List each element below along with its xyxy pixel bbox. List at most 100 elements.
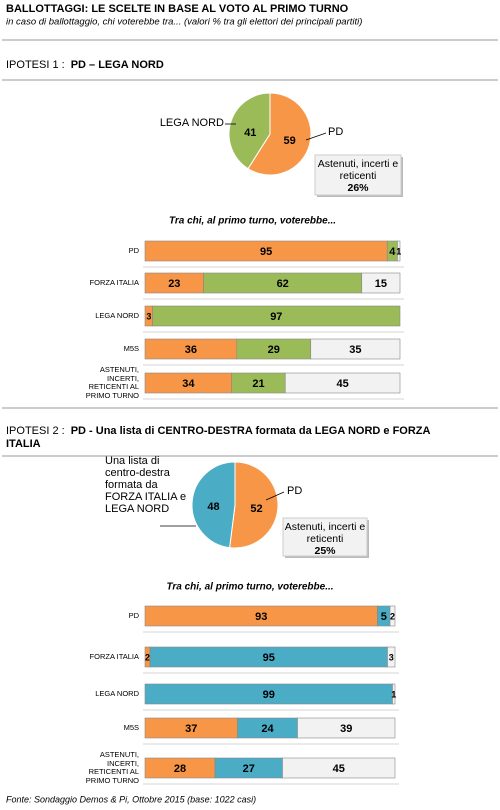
category-label-wrap-box: PD bbox=[4, 229, 139, 273]
category-label: FORZA ITALIA bbox=[89, 277, 139, 287]
bar-segment bbox=[392, 683, 396, 705]
slice-value: 48 bbox=[207, 501, 219, 513]
pie-slice bbox=[228, 92, 271, 170]
leader-line bbox=[305, 132, 327, 141]
bar-segment bbox=[152, 305, 401, 327]
bar-value: 21 bbox=[252, 378, 264, 390]
section-title-box: IPOTESI 2 : PD - Una lista di CENTRO-DEST… bbox=[2, 422, 462, 454]
note-text: Astenuti, incerti e reticenti bbox=[317, 158, 399, 182]
category-label: FORZA ITALIA bbox=[89, 651, 139, 661]
category-label: ASTENUTI, INCERTI, RETICENTI AL PRIMO TU… bbox=[85, 365, 139, 400]
bar-value: 2 bbox=[390, 611, 395, 621]
note-box bbox=[314, 154, 402, 196]
category-label-wrap-box: M5S bbox=[4, 706, 139, 750]
bar-segment bbox=[389, 605, 396, 627]
bar-value: 62 bbox=[277, 278, 289, 290]
note-box bbox=[282, 517, 368, 557]
category-label-wrap: LEGA NORD bbox=[4, 672, 139, 716]
bar-value: 24 bbox=[261, 723, 274, 735]
bar-value: 95 bbox=[260, 246, 272, 258]
slice-label-wrap: PD bbox=[287, 485, 327, 497]
pie-slice bbox=[229, 461, 279, 549]
bar-value: 45 bbox=[337, 378, 349, 390]
bar-value: 97 bbox=[270, 311, 282, 323]
category-label-wrap-box: ASTENUTI, INCERTI, RETICENTI AL PRIMO TU… bbox=[85, 365, 139, 400]
category-label-wrap-box: ASTENUTI, INCERTI, RETICENTI AL PRIMO TU… bbox=[4, 746, 139, 790]
page-title: BALLOTTAGGI: LE SCELTE IN BASE AL VOTO A… bbox=[6, 3, 349, 15]
slice-label-wrap-box: PD bbox=[328, 126, 344, 138]
category-label: LEGA NORD bbox=[95, 310, 139, 320]
slice-label: PD bbox=[328, 126, 344, 138]
bar-value: 4 bbox=[389, 246, 396, 258]
category-label: LEGA NORD bbox=[95, 688, 139, 698]
category-label-wrap: FORZA ITALIA bbox=[4, 635, 139, 679]
bar-value: 23 bbox=[168, 278, 180, 290]
bar-value: 2 bbox=[145, 652, 150, 662]
note: Astenuti, incerti e reticenti 26% bbox=[315, 158, 401, 194]
bar-title: Tra chi, al primo turno, voterebbe... bbox=[166, 582, 333, 593]
section-label: IPOTESI 1 : bbox=[6, 59, 65, 71]
bar-value: 35 bbox=[349, 344, 361, 356]
slice-value: 59 bbox=[284, 135, 296, 147]
category-label-wrap: M5S bbox=[4, 706, 139, 750]
category-label: PD bbox=[128, 245, 139, 255]
section-heading: PD - Una lista di CENTRO-DESTRA formata … bbox=[6, 425, 431, 450]
section-title-box: IPOTESI 1 : PD – LEGA NORD bbox=[2, 56, 462, 75]
category-label: PD bbox=[128, 610, 139, 620]
category-label-wrap-box: FORZA ITALIA bbox=[4, 261, 139, 305]
bar-value: 1 bbox=[391, 689, 396, 699]
slice-label: PD bbox=[287, 485, 303, 497]
category-label-wrap: ASTENUTI, INCERTI, RETICENTI AL PRIMO TU… bbox=[4, 746, 139, 790]
note-value: 25% bbox=[314, 545, 336, 557]
note-text: Astenuti, incerti e reticenti bbox=[284, 521, 366, 545]
bar-value: 1 bbox=[396, 246, 401, 256]
section-label: IPOTESI 2 : bbox=[6, 425, 65, 437]
category-label-wrap-box: LEGA NORD bbox=[95, 310, 139, 320]
bar-value: 3 bbox=[389, 652, 394, 662]
bar-value: 99 bbox=[263, 689, 275, 701]
slice-label: Una lista di centro-destra formata da FO… bbox=[105, 455, 187, 515]
bar-segment bbox=[397, 240, 401, 262]
leader-line bbox=[265, 491, 285, 501]
bar-value: 39 bbox=[340, 723, 352, 735]
slice-label-wrap: LEGA NORD bbox=[150, 117, 224, 129]
slice-label-wrap: Una lista di centro-destra formata da FO… bbox=[105, 455, 193, 515]
note-value: 26% bbox=[347, 182, 369, 194]
bar-value: 37 bbox=[185, 723, 197, 735]
section-title: IPOTESI 1 : PD – LEGA NORD bbox=[2, 56, 462, 75]
note: Astenuti, incerti e reticenti 25% bbox=[283, 521, 367, 557]
bar-segment bbox=[284, 372, 401, 394]
slice-value: 41 bbox=[244, 127, 256, 139]
bar-value: 95 bbox=[263, 652, 275, 664]
page-subtitle: in caso di ballottaggio, chi voterebbe t… bbox=[6, 17, 362, 28]
pie-slice bbox=[247, 92, 312, 176]
category-label-wrap: PD bbox=[4, 229, 139, 273]
category-label-wrap: FORZA ITALIA bbox=[4, 261, 139, 305]
section-title: IPOTESI 2 : PD - Una lista di CENTRO-DEST… bbox=[2, 422, 462, 454]
bar-segment bbox=[387, 646, 396, 668]
bar-value: 34 bbox=[182, 378, 195, 390]
bar-value: 36 bbox=[185, 344, 197, 356]
bar-value: 93 bbox=[255, 611, 267, 623]
bar-segment bbox=[361, 272, 401, 294]
bar-value: 15 bbox=[375, 278, 387, 290]
category-label-wrap-box: M5S bbox=[124, 344, 139, 352]
category-label: ASTENUTI, INCERTI, RETICENTI AL PRIMO TU… bbox=[85, 750, 139, 785]
bar-segment bbox=[282, 757, 396, 779]
section-heading: PD – LEGA NORD bbox=[70, 59, 164, 71]
slice-value: 52 bbox=[250, 503, 262, 515]
category-label-wrap-box: PD bbox=[4, 594, 139, 638]
bar-segment bbox=[310, 338, 401, 360]
category-label: M5S bbox=[123, 722, 139, 732]
bar-segment bbox=[297, 717, 396, 739]
slice-label-wrap-box: LEGA NORD bbox=[150, 117, 224, 129]
slice-label-wrap-box: PD bbox=[287, 485, 327, 497]
slice-label: LEGA NORD bbox=[159, 117, 224, 129]
bar-value: 29 bbox=[268, 344, 280, 356]
bar-value: 3 bbox=[146, 311, 151, 321]
category-label-wrap: PD bbox=[4, 594, 139, 638]
bar-value: 45 bbox=[333, 763, 345, 775]
